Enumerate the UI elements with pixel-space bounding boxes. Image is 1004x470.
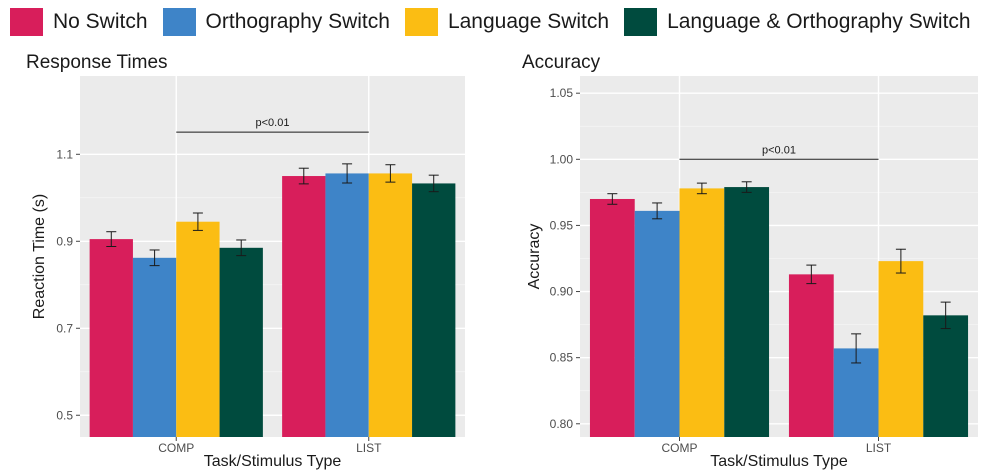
- chart-title: Accuracy: [522, 52, 601, 73]
- y-tick-label: 1.00: [550, 152, 574, 166]
- y-tick-label: 0.90: [550, 285, 574, 299]
- legend-swatch-no-switch: [10, 8, 43, 36]
- bar: [412, 183, 456, 437]
- bar: [589, 198, 635, 437]
- legend-label: Language & Orthography Switch: [667, 10, 971, 33]
- y-axis-label: Reaction Time (s): [31, 194, 48, 319]
- legend-swatch-orthography-switch: [162, 8, 196, 36]
- legend-item-language-orthography-switch: Language & Orthography Switch: [624, 8, 971, 36]
- bar: [634, 210, 680, 437]
- x-tick-label: COMP: [662, 441, 698, 455]
- bar: [282, 176, 326, 438]
- x-tick-label: LIST: [356, 441, 382, 455]
- significance-label: p<0.01: [762, 144, 796, 156]
- legend-swatch-language-orthography-switch: [624, 8, 658, 36]
- chart-title: Response Times: [26, 52, 168, 73]
- y-tick-label: 0.80: [550, 417, 574, 431]
- chart-response-times: 0.5 0.7 0.9 1.1 p<0.01 COMP LIST Task/Stimulus …: [26, 52, 465, 470]
- bar: [368, 173, 413, 437]
- x-axis-label: Task/Stimulus Type: [710, 453, 848, 470]
- chart-accuracy: 0.80 0.85 0.90 0.95 1.00 1.05 p<0.01 COMP LIST Ta…: [522, 52, 978, 470]
- legend-item-orthography-switch: Orthography Switch: [162, 8, 390, 36]
- legend: No Switch Orthography Switch Language Sw…: [10, 4, 986, 40]
- bar: [679, 188, 725, 437]
- significance-label: p<0.01: [256, 117, 290, 129]
- y-tick-label: 0.7: [56, 321, 73, 335]
- x-tick-label: COMP: [158, 441, 194, 455]
- bar: [219, 247, 263, 437]
- bar: [878, 261, 924, 437]
- y-tick-label: 0.95: [550, 218, 574, 232]
- legend-label: Orthography Switch: [205, 10, 390, 33]
- x-axis-label: Task/Stimulus Type: [204, 453, 342, 470]
- legend-label: Language Switch: [447, 10, 610, 33]
- y-tick-label: 0.9: [56, 234, 73, 248]
- bar: [788, 274, 834, 437]
- y-tick-label: 1.1: [56, 147, 73, 161]
- bar: [89, 239, 133, 437]
- bar: [325, 173, 369, 437]
- y-tick-label: 0.5: [56, 408, 73, 422]
- bar: [132, 257, 177, 437]
- legend-label: No Switch: [53, 10, 148, 33]
- bar: [724, 187, 770, 437]
- x-tick-label: LIST: [866, 441, 892, 455]
- legend-swatch-language-switch: [404, 8, 438, 36]
- y-tick-label: 0.85: [550, 351, 574, 365]
- y-axis-label: Accuracy: [526, 224, 543, 290]
- y-tick-label: 1.05: [550, 86, 574, 100]
- legend-item-language-switch: Language Switch: [404, 8, 610, 36]
- bar: [176, 221, 220, 437]
- bar: [923, 315, 969, 437]
- legend-item-no-switch: No Switch: [10, 8, 148, 36]
